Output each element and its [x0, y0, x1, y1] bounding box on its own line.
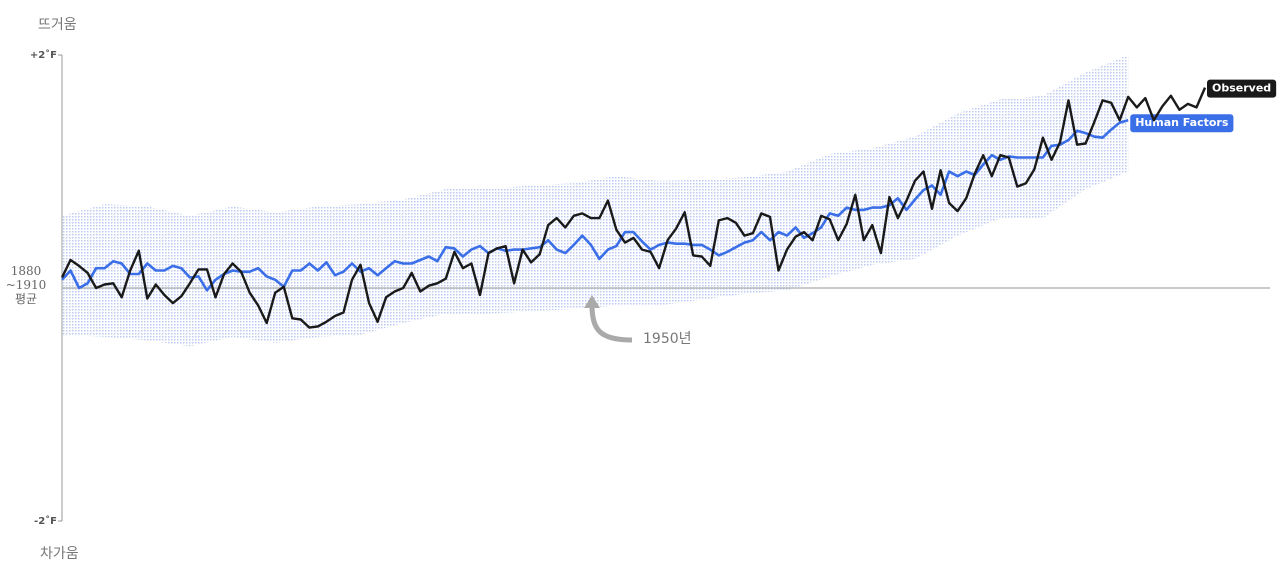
top-label: 뜨거움 — [38, 17, 77, 33]
y-tick-label: -2˚F — [34, 515, 57, 527]
bottom-label: 차가움 — [40, 546, 79, 562]
uncertainty-band — [62, 55, 1129, 347]
annotation: 1950년 — [643, 331, 692, 347]
series-label: Human Factors — [1130, 114, 1234, 133]
legend-box — [1207, 79, 1277, 98]
series-line — [60, 87, 1207, 329]
annotation-arrow — [589, 304, 633, 343]
legend-label: Human Factors — [1135, 116, 1229, 129]
legend-label: Observed — [1212, 82, 1271, 95]
series-label: Observed — [1207, 79, 1277, 98]
y-tick-label: +2˚F — [30, 49, 57, 61]
baseline-label: 1880 ~1910 평균 — [5, 264, 47, 306]
annotation-arrowhead — [584, 295, 600, 308]
